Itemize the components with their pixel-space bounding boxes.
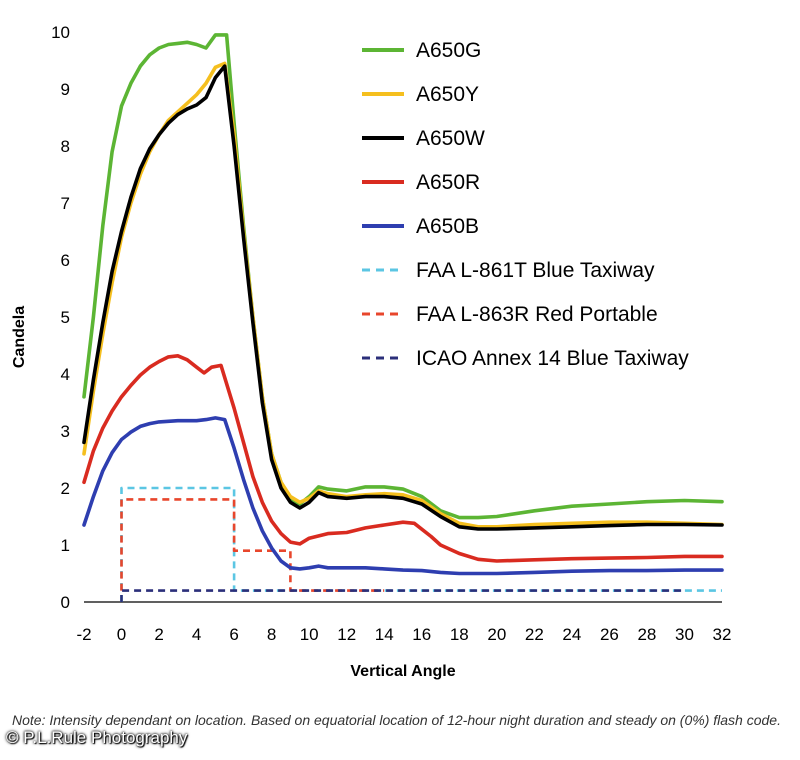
x-tick-label: 20 [487,625,506,644]
y-tick-label: 0 [61,593,70,612]
y-tick-label: 3 [61,422,70,441]
x-tick-label: 24 [562,625,581,644]
x-tick-label: 8 [267,625,276,644]
x-tick-label: 22 [525,625,544,644]
chart: -2 0 2 4 6 8 10 12 14 16 18 20 22 24 26 28 30 32012345678… [11,23,731,680]
series-line-a650r [82,354,724,563]
y-tick-label: 10 [51,23,70,42]
y-tick-label: 8 [61,137,70,156]
series-line-a650y [82,61,724,529]
y-tick-label: 9 [61,80,70,99]
footnote: Note: Intensity dependant on location. B… [12,712,781,728]
legend: A650G A650Y A650W A650R A650B FAA L-861T Blue… [362,39,689,370]
x-tick-label: 12 [337,625,356,644]
y-tick-label: 2 [61,479,70,498]
x-tick-label: 2 [154,625,163,644]
x-tick-label: 0 [117,625,126,644]
legend-label-a650b: A650B [416,215,479,238]
x-tick-label: 30 [675,625,694,644]
x-tick-label: -2 [76,625,91,644]
x-tick-label: 32 [713,625,732,644]
series-line-a650b [82,416,724,576]
y-tick-label: 4 [61,365,70,384]
x-tick-label: 14 [375,625,394,644]
legend-label-faa-l-863r-red-portable: FAA L-863R Red Portable [416,303,658,326]
y-tick-label: 5 [61,308,70,327]
y-tick-label: 6 [61,251,70,270]
legend-label-icao-annex-14-blue-taxiway: ICAO Annex 14 Blue Taxiway [416,347,689,370]
series-line-a650w [82,64,724,531]
series-layer [82,33,724,602]
legend-label-a650y: A650Y [416,83,479,106]
x-tick-label: 4 [192,625,201,644]
x-tick-label: 18 [450,625,469,644]
y-tick-label: 7 [61,194,70,213]
series-line-icao-annex-14-blue-taxiway [120,589,685,602]
legend-label-a650g: A650G [416,39,481,62]
x-tick-label: 28 [637,625,656,644]
series-line-faa-l-863r-red-portable [120,498,385,592]
ticks-layer: -2 0 2 4 6 8 10 12 14 16 18 20 22 24 26 28 30 32012345678… [51,23,731,644]
legend-label-a650r: A650R [416,171,480,194]
x-tick-label: 6 [229,625,238,644]
x-tick-label: 16 [412,625,431,644]
x-tick-label: 26 [600,625,619,644]
legend-label-a650w: A650W [416,127,485,150]
x-tick-label: 10 [300,625,319,644]
y-tick-label: 1 [61,536,70,555]
photo-credit-watermark: © P.L.Rule Photography [6,728,188,747]
y-axis-label: Candela [11,306,28,368]
legend-label-faa-l-861t-blue-taxiway: FAA L-861T Blue Taxiway [416,259,655,282]
x-axis-label: Vertical Angle [350,663,455,680]
